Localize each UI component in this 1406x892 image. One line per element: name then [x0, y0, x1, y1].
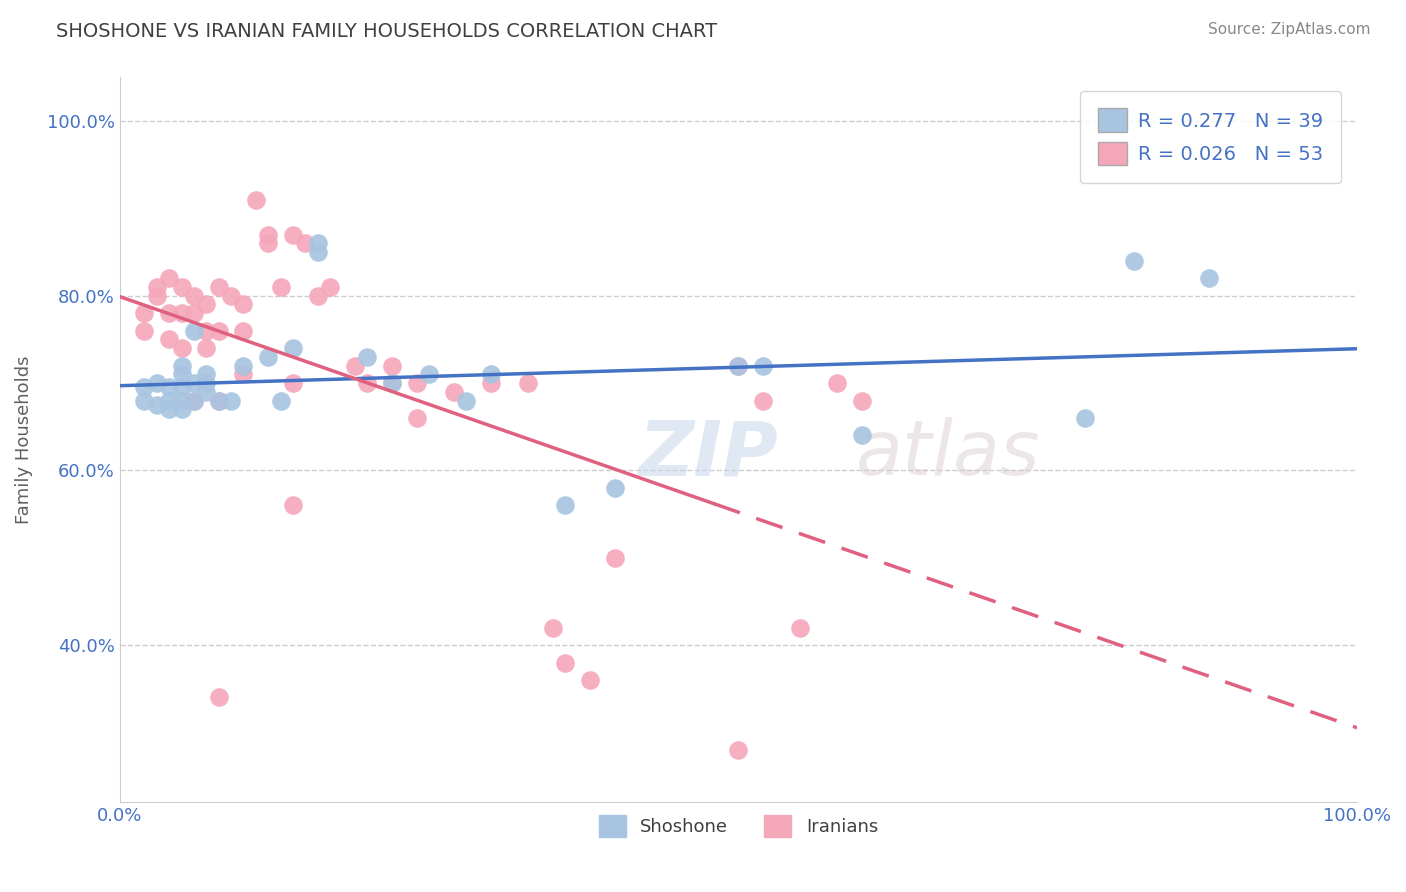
Text: ZIP: ZIP — [640, 417, 779, 491]
Point — [1123, 253, 1146, 268]
Point — [195, 368, 218, 382]
Point — [134, 380, 156, 394]
Point — [170, 280, 193, 294]
Point — [727, 743, 749, 757]
Point — [195, 297, 218, 311]
Point — [257, 350, 280, 364]
Point — [195, 341, 218, 355]
Point — [208, 393, 231, 408]
Point — [157, 306, 180, 320]
Point — [281, 499, 304, 513]
Point — [281, 376, 304, 390]
Point — [1074, 411, 1097, 425]
Point — [157, 402, 180, 417]
Point — [183, 306, 205, 320]
Point — [270, 393, 292, 408]
Point — [245, 193, 267, 207]
Point — [727, 359, 749, 373]
Point — [208, 280, 231, 294]
Text: Source: ZipAtlas.com: Source: ZipAtlas.com — [1208, 22, 1371, 37]
Point — [170, 380, 193, 394]
Point — [405, 411, 427, 425]
Point — [146, 398, 169, 412]
Point — [579, 673, 602, 687]
Point — [232, 368, 254, 382]
Text: SHOSHONE VS IRANIAN FAMILY HOUSEHOLDS CORRELATION CHART: SHOSHONE VS IRANIAN FAMILY HOUSEHOLDS CO… — [56, 22, 717, 41]
Point — [183, 376, 205, 390]
Point — [603, 550, 626, 565]
Point — [157, 393, 180, 408]
Point — [208, 393, 231, 408]
Point — [418, 368, 440, 382]
Point — [170, 341, 193, 355]
Point — [170, 368, 193, 382]
Point — [827, 376, 849, 390]
Point — [479, 368, 502, 382]
Point — [789, 621, 811, 635]
Point — [157, 380, 180, 394]
Point — [183, 393, 205, 408]
Point — [195, 376, 218, 390]
Point — [157, 271, 180, 285]
Point — [727, 359, 749, 373]
Point — [134, 306, 156, 320]
Point — [356, 376, 378, 390]
Point — [443, 384, 465, 399]
Point — [851, 393, 873, 408]
Point — [208, 690, 231, 705]
Point — [603, 481, 626, 495]
Point — [517, 376, 540, 390]
Point — [381, 376, 404, 390]
Point — [541, 621, 564, 635]
Point — [257, 236, 280, 251]
Point — [1198, 271, 1220, 285]
Point — [381, 359, 404, 373]
Point — [219, 393, 242, 408]
Point — [219, 289, 242, 303]
Point — [307, 289, 329, 303]
Point — [456, 393, 478, 408]
Point — [170, 402, 193, 417]
Point — [183, 289, 205, 303]
Point — [170, 393, 193, 408]
Point — [752, 393, 775, 408]
Point — [554, 499, 576, 513]
Text: atlas: atlas — [856, 417, 1040, 491]
Point — [752, 359, 775, 373]
Point — [356, 350, 378, 364]
Point — [183, 324, 205, 338]
Point — [307, 236, 329, 251]
Point — [146, 289, 169, 303]
Point — [381, 376, 404, 390]
Point — [294, 236, 316, 251]
Point — [134, 393, 156, 408]
Point — [851, 428, 873, 442]
Point — [343, 359, 366, 373]
Point — [232, 297, 254, 311]
Point — [195, 324, 218, 338]
Point — [232, 359, 254, 373]
Point — [270, 280, 292, 294]
Point — [479, 376, 502, 390]
Point — [281, 341, 304, 355]
Point — [307, 245, 329, 260]
Point — [319, 280, 342, 294]
Point — [170, 306, 193, 320]
Point — [183, 393, 205, 408]
Point — [195, 384, 218, 399]
Point — [554, 656, 576, 670]
Point — [157, 333, 180, 347]
Point — [208, 324, 231, 338]
Legend: Shoshone, Iranians: Shoshone, Iranians — [592, 807, 886, 844]
Point — [146, 280, 169, 294]
Point — [146, 376, 169, 390]
Point — [281, 227, 304, 242]
Point — [257, 227, 280, 242]
Point — [232, 324, 254, 338]
Y-axis label: Family Households: Family Households — [15, 356, 32, 524]
Point — [405, 376, 427, 390]
Point — [134, 324, 156, 338]
Point — [170, 359, 193, 373]
